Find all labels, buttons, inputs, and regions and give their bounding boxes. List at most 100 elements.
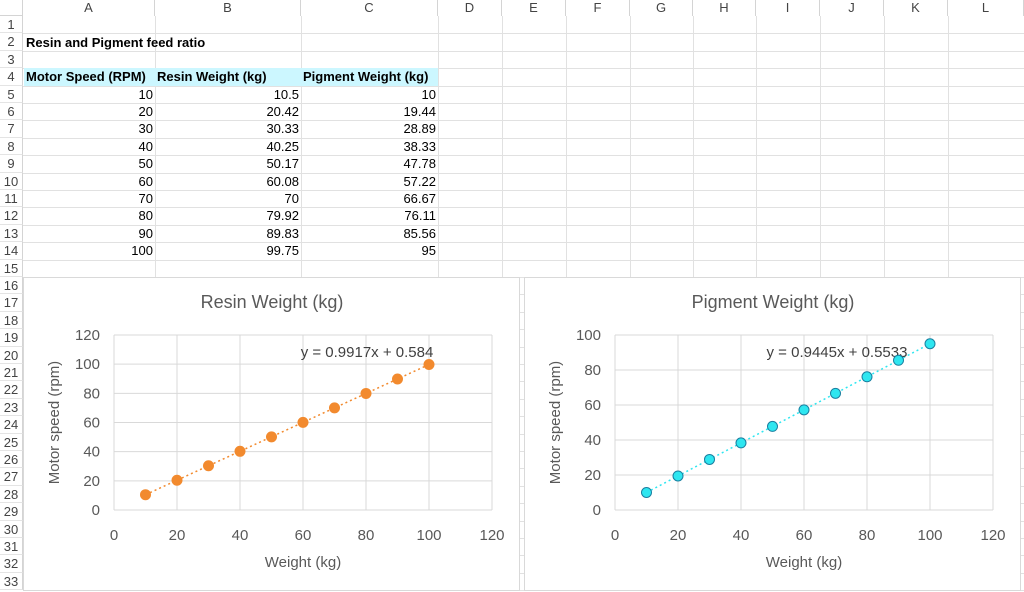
header-resin-weight[interactable]: Resin Weight (kg): [157, 69, 267, 84]
column-header-b[interactable]: B: [155, 0, 301, 16]
column-header-k[interactable]: K: [884, 0, 948, 16]
sheet-title-cell[interactable]: Resin and Pigment feed ratio: [26, 35, 206, 50]
data-cell[interactable]: 30: [138, 121, 153, 137]
row-header-33[interactable]: 33: [0, 572, 23, 591]
row-header-12[interactable]: 12: [0, 207, 23, 225]
row-header-18[interactable]: 18: [0, 311, 23, 330]
row-gridline: [23, 190, 1024, 191]
row-header-24[interactable]: 24: [0, 416, 23, 434]
data-cell[interactable]: 57.22: [403, 173, 436, 189]
column-header-a[interactable]: A: [23, 0, 155, 16]
data-point: [767, 420, 778, 432]
row-gridline: [23, 433, 1024, 435]
data-cell[interactable]: 20: [138, 104, 153, 119]
row-header-1[interactable]: 1: [0, 16, 23, 34]
data-cell[interactable]: 40.25: [266, 138, 299, 154]
header-motor-speed[interactable]: Motor Speed (RPM): [26, 69, 146, 84]
data-cell[interactable]: 70: [284, 191, 299, 206]
data-cell[interactable]: 28.89: [403, 121, 436, 137]
pigment-weight-chart[interactable]: Pigment Weight (kg) 0 20 40 60 80 100 0 20 40 60 80…: [524, 277, 1021, 591]
row-gridline: [23, 137, 1024, 139]
row-gridline: [23, 85, 1024, 87]
row-header-17[interactable]: 17: [0, 294, 23, 312]
data-cell[interactable]: 85.56: [403, 225, 436, 241]
data-cell[interactable]: 90: [138, 225, 153, 241]
row-header-16[interactable]: 16: [0, 277, 23, 295]
row-header-20[interactable]: 20: [0, 346, 23, 364]
data-point: [203, 460, 214, 472]
data-cell[interactable]: 70: [138, 191, 153, 206]
data-cell[interactable]: 66.67: [403, 191, 436, 206]
data-cell[interactable]: 40: [138, 138, 153, 154]
row-header-5[interactable]: 5: [0, 85, 23, 103]
row-header-7[interactable]: 7: [0, 120, 23, 138]
column-header-f[interactable]: F: [566, 0, 630, 16]
row-header-30[interactable]: 30: [0, 520, 23, 538]
row-header-32[interactable]: 32: [0, 555, 23, 573]
row-header-9[interactable]: 9: [0, 155, 23, 173]
data-cell[interactable]: 19.44: [403, 104, 436, 119]
row-header-27[interactable]: 27: [0, 468, 23, 486]
x-tick-label: 60: [796, 527, 813, 544]
row-header-26[interactable]: 26: [0, 451, 23, 469]
row-header-25[interactable]: 25: [0, 433, 23, 451]
row-header-15[interactable]: 15: [0, 259, 23, 277]
column-header-c[interactable]: C: [301, 0, 438, 16]
row-header-4[interactable]: 4: [0, 68, 23, 86]
row-header-6[interactable]: 6: [0, 103, 23, 121]
column-header-d[interactable]: D: [438, 0, 502, 16]
resin-weight-chart[interactable]: Resin Weight (kg) 0 20 40 60 80 100 120 0 20 40 60 8…: [23, 277, 520, 591]
data-cell[interactable]: 38.33: [403, 138, 436, 154]
y-tick-label: 0: [92, 502, 100, 519]
column-header-l[interactable]: L: [948, 0, 1024, 16]
row-header-31[interactable]: 31: [0, 538, 23, 556]
row-header-29[interactable]: 29: [0, 503, 23, 521]
y-tick-label: 40: [83, 444, 100, 461]
data-cell[interactable]: 10: [421, 86, 436, 102]
column-header-j[interactable]: J: [820, 0, 884, 16]
select-all-corner[interactable]: [0, 0, 23, 16]
row-header-21[interactable]: 21: [0, 364, 23, 382]
row-header-19[interactable]: 19: [0, 329, 23, 347]
header-pigment-weight[interactable]: Pigment Weight (kg): [303, 69, 429, 84]
data-cell[interactable]: 20.42: [266, 104, 299, 119]
y-tick-label: 80: [83, 385, 100, 402]
column-header-e[interactable]: E: [502, 0, 566, 16]
x-axis-label: Weight (kg): [265, 554, 341, 571]
row-header-23[interactable]: 23: [0, 398, 23, 417]
row-header-3[interactable]: 3: [0, 50, 23, 69]
row-header-28[interactable]: 28: [0, 485, 23, 504]
data-cell[interactable]: 30.33: [266, 121, 299, 137]
data-cell[interactable]: 76.11: [404, 208, 436, 224]
row-header-14[interactable]: 14: [0, 242, 23, 260]
data-cell[interactable]: 10: [138, 86, 153, 102]
data-point: [234, 445, 246, 457]
data-point: [329, 402, 340, 414]
row-gridline: [23, 451, 1024, 452]
data-point: [360, 387, 372, 399]
data-cell[interactable]: 10.5: [273, 86, 299, 102]
data-cell[interactable]: 79.92: [266, 208, 299, 224]
column-header-g[interactable]: G: [630, 0, 693, 16]
data-cell[interactable]: 89.83: [266, 225, 299, 241]
column-header-h[interactable]: H: [693, 0, 756, 16]
data-point: [924, 338, 936, 350]
x-tick-label: 80: [358, 527, 375, 544]
data-cell[interactable]: 99.75: [266, 243, 299, 259]
data-cell[interactable]: 80: [138, 208, 153, 224]
data-cell[interactable]: 50.17: [266, 156, 299, 172]
row-header-13[interactable]: 13: [0, 224, 23, 243]
y-tick-label: 100: [576, 327, 601, 344]
row-header-22[interactable]: 22: [0, 381, 23, 399]
row-header-10[interactable]: 10: [0, 172, 23, 190]
column-header-i[interactable]: I: [756, 0, 820, 16]
data-cell[interactable]: 60.08: [266, 173, 299, 189]
data-cell[interactable]: 50: [138, 156, 153, 172]
data-cell[interactable]: 60: [138, 173, 153, 189]
row-header-2[interactable]: 2: [0, 33, 23, 51]
data-cell[interactable]: 100: [131, 243, 153, 259]
data-cell[interactable]: 47.78: [403, 156, 436, 172]
data-cell[interactable]: 95: [421, 243, 436, 259]
row-header-11[interactable]: 11: [0, 190, 23, 208]
row-header-8[interactable]: 8: [0, 137, 23, 156]
